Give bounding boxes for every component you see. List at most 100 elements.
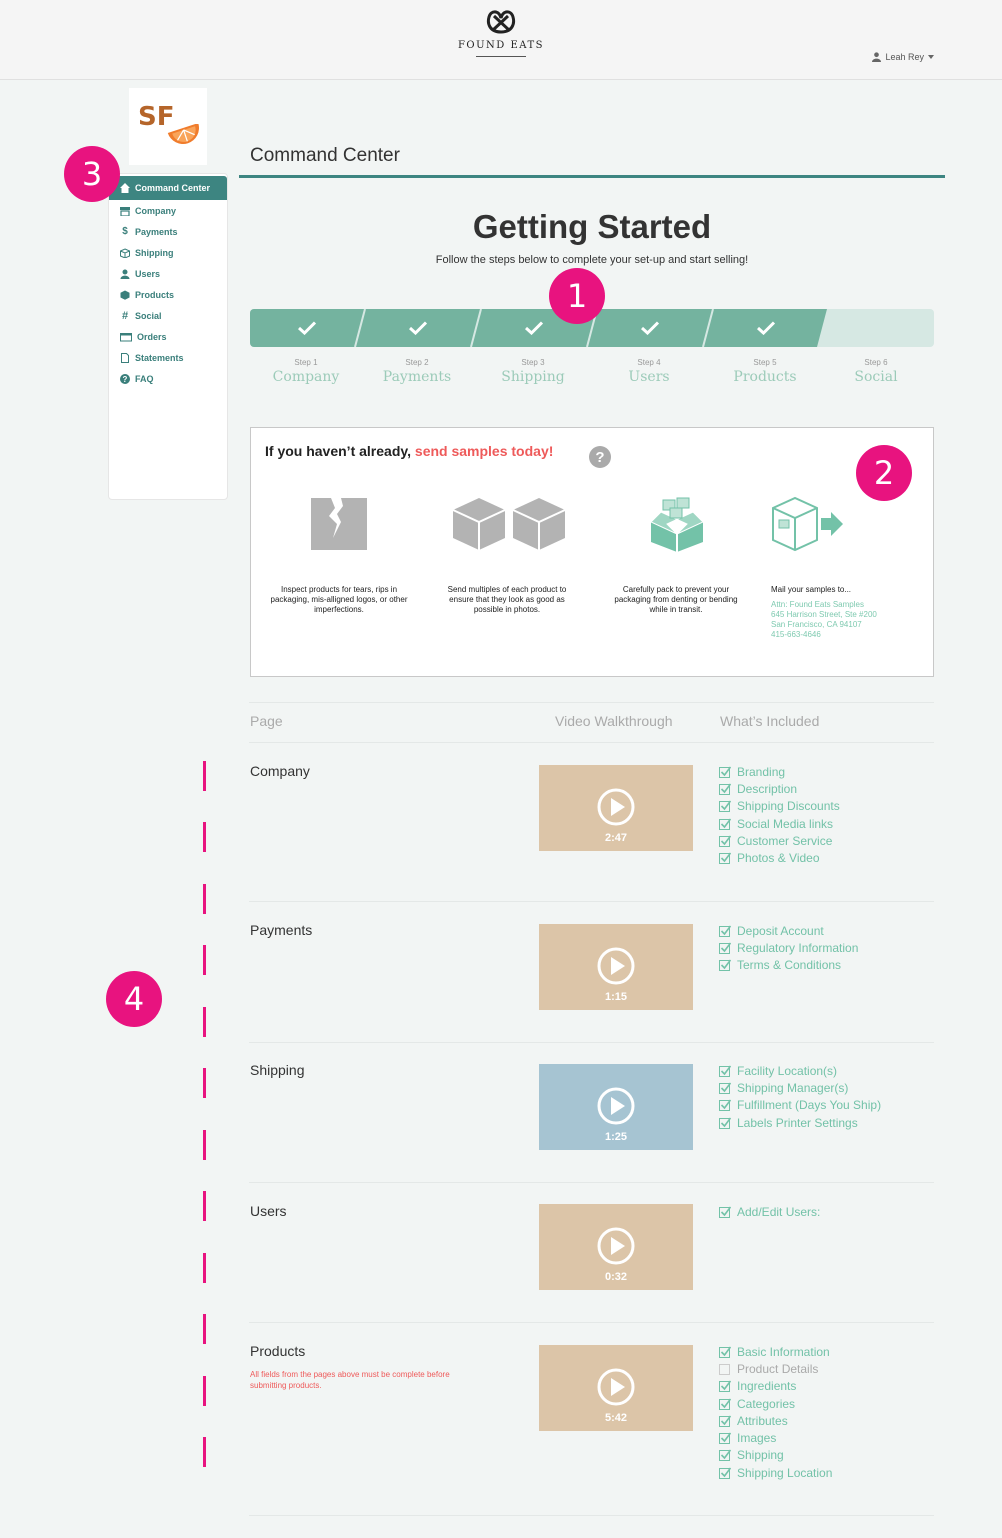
step-2[interactable]: Step 2 Payments: [360, 358, 474, 385]
sidebar-nav: Command Center Company $ Payments Shippi…: [109, 176, 227, 389]
checkbox-checked-icon: [719, 1206, 731, 1218]
box-icon: [120, 247, 130, 258]
included-item[interactable]: Shipping Location: [719, 1464, 832, 1481]
company-logo-text: SF: [138, 102, 175, 132]
step-name: Users: [628, 369, 670, 385]
included-item-label: Add/Edit Users:: [737, 1204, 821, 1219]
row-title-products[interactable]: Products: [250, 1343, 306, 1359]
row-title-shipping[interactable]: Shipping: [250, 1062, 305, 1078]
included-item[interactable]: Regulatory Information: [719, 939, 858, 956]
included-item[interactable]: Ingredients: [719, 1378, 832, 1395]
sidebar-item-shipping[interactable]: Shipping: [109, 242, 227, 263]
samples-heading-text: If you haven’t already,: [265, 443, 415, 459]
sidebar-item-payments[interactable]: $ Payments: [109, 221, 227, 242]
sidebar-item-label: Shipping: [135, 247, 174, 258]
included-item[interactable]: Terms & Conditions: [719, 957, 858, 974]
included-item[interactable]: Deposit Account: [719, 922, 858, 939]
user-menu[interactable]: Leah Rey: [872, 52, 934, 62]
step-2-check-icon: [409, 321, 427, 335]
step-name: Company: [272, 369, 340, 385]
included-item-label: Social Media links: [737, 816, 834, 831]
play-icon: [597, 1227, 635, 1265]
sidebar-item-faq[interactable]: ? FAQ: [109, 368, 227, 389]
sidebar: Command Center Company $ Payments Shippi…: [108, 173, 228, 500]
step-6[interactable]: Step 6 Social: [819, 358, 933, 385]
annotation-dash: [203, 1437, 206, 1467]
video-duration: 5:42: [604, 1412, 628, 1424]
callout-1: 1: [549, 268, 605, 324]
included-item[interactable]: Attributes: [719, 1412, 832, 1429]
step-name: Products: [733, 369, 797, 385]
annotation-dash: [203, 1068, 206, 1098]
row-title-company[interactable]: Company: [250, 763, 310, 779]
included-item[interactable]: Customer Service: [719, 832, 840, 849]
included-item-label: Shipping Location: [737, 1465, 833, 1480]
included-item[interactable]: Social Media links: [719, 815, 840, 832]
included-item[interactable]: Branding: [719, 763, 840, 780]
included-item[interactable]: Add/Edit Users:: [719, 1203, 820, 1220]
row-title-users[interactable]: Users: [250, 1203, 287, 1219]
getting-started-subtitle: Follow the steps below to complete your …: [435, 254, 749, 266]
cube-icon: [120, 290, 130, 300]
included-item-label: Description: [737, 781, 798, 796]
address-line: San Francisco, CA 94107: [771, 620, 862, 629]
included-item-label: Customer Service: [737, 833, 833, 848]
step-5-check-icon: [757, 321, 775, 335]
sidebar-item-company[interactable]: Company: [109, 200, 227, 221]
sidebar-item-products[interactable]: Products: [109, 284, 227, 305]
row-title-payments[interactable]: Payments: [250, 922, 313, 938]
home-icon: [120, 183, 130, 193]
checkbox-checked-icon: [719, 852, 731, 865]
step-1[interactable]: Step 1 Company: [249, 358, 363, 385]
checkbox-checked-icon: [719, 1065, 731, 1077]
user-icon: [872, 52, 882, 62]
included-item[interactable]: Labels Printer Settings: [719, 1114, 881, 1131]
samples-heading: If you haven’t already, send samples tod…: [265, 443, 553, 459]
video-duration: 2:47: [604, 832, 628, 844]
help-icon[interactable]: ?: [589, 446, 611, 468]
included-item[interactable]: Facility Location(s): [719, 1062, 881, 1079]
included-item[interactable]: Product Details: [719, 1360, 832, 1377]
checkbox-checked-icon: [719, 1467, 731, 1479]
included-item[interactable]: Shipping Manager(s): [719, 1079, 881, 1096]
included-item-label: Product Details: [737, 1361, 819, 1376]
included-item[interactable]: Basic Information: [719, 1343, 832, 1360]
step-3[interactable]: Step 3 Shipping: [476, 358, 590, 385]
sidebar-item-label: Users: [135, 268, 161, 279]
brand-name: FOUND EATS: [457, 40, 544, 51]
question-icon: ?: [120, 373, 130, 384]
annotation-dash: [203, 822, 206, 852]
sidebar-item-statements[interactable]: Statements: [109, 347, 227, 368]
sidebar-item-command-center[interactable]: Command Center: [109, 176, 227, 200]
video-products[interactable]: 5:42: [539, 1345, 693, 1431]
included-item[interactable]: Fulfillment (Days You Ship): [719, 1097, 881, 1114]
included-item[interactable]: Categories: [719, 1395, 832, 1412]
video-company[interactable]: 2:47: [539, 765, 693, 851]
video-duration: 1:25: [604, 1131, 628, 1143]
sidebar-item-orders[interactable]: Orders: [109, 326, 227, 347]
included-item[interactable]: Description: [719, 780, 840, 797]
included-list-company: Branding Description Shipping Discounts …: [719, 763, 840, 867]
included-item[interactable]: Shipping Discounts: [719, 798, 840, 815]
step-4[interactable]: Step 4 Users: [592, 358, 706, 385]
sidebar-item-social[interactable]: # Social: [109, 305, 227, 326]
sidebar-item-users[interactable]: Users: [109, 263, 227, 284]
table-divider: [249, 1042, 934, 1043]
caret-down-icon: [928, 55, 934, 59]
video-payments[interactable]: 1:15: [539, 924, 693, 1010]
video-users[interactable]: 0:32: [539, 1204, 693, 1290]
checkbox-checked-icon: [719, 1099, 731, 1112]
included-item[interactable]: Photos & Video: [719, 849, 840, 866]
included-item-label: Deposit Account: [737, 923, 824, 938]
included-item[interactable]: Images: [719, 1429, 832, 1446]
video-shipping[interactable]: 1:25: [539, 1064, 693, 1150]
brand[interactable]: FOUND EATS: [0, 6, 1002, 57]
annotation-dash: [203, 1191, 206, 1221]
products-warning-note: All fields from the pages above must be …: [250, 1370, 450, 1390]
annotation-dash: [203, 884, 206, 914]
steps-progress-bar: [250, 309, 934, 347]
sidebar-item-label: FAQ: [135, 373, 154, 384]
included-item[interactable]: Shipping: [719, 1447, 832, 1464]
svg-text:?: ?: [123, 375, 128, 384]
step-5[interactable]: Step 5 Products: [708, 358, 822, 385]
